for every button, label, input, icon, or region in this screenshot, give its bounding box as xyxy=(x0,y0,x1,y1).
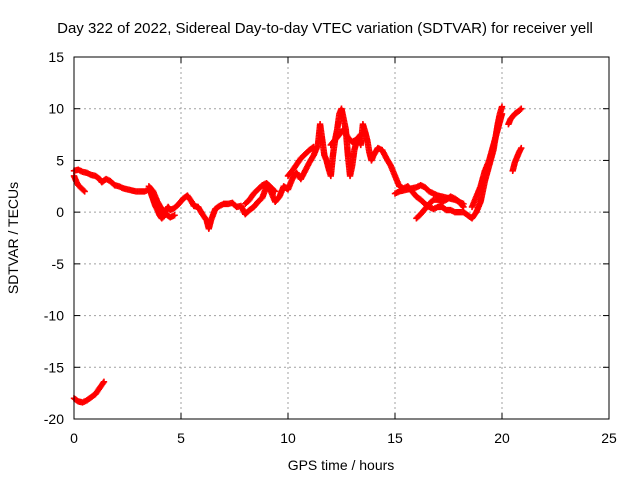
data-point xyxy=(498,110,506,118)
x-tick-label: 20 xyxy=(494,430,510,446)
y-tick-label: 5 xyxy=(56,152,64,168)
data-point xyxy=(99,379,107,387)
data-point xyxy=(81,188,88,195)
data-point xyxy=(270,187,278,194)
data-point xyxy=(518,105,525,112)
data-point xyxy=(356,132,364,139)
data-point xyxy=(518,144,525,152)
y-tick-label: -5 xyxy=(52,256,65,272)
data-point xyxy=(171,212,178,219)
y-tick-label: -15 xyxy=(44,359,64,375)
data-point xyxy=(498,103,506,110)
x-tick-label: 5 xyxy=(177,430,185,446)
data-point xyxy=(271,188,279,195)
x-tick-label: 25 xyxy=(601,430,617,446)
x-tick-label: 10 xyxy=(280,430,296,446)
chart-title: Day 322 of 2022, Sidereal Day-to-day VTE… xyxy=(57,20,593,37)
data-point xyxy=(80,187,87,194)
x-tick-label: 15 xyxy=(387,430,403,446)
data-point xyxy=(459,202,466,210)
x-axis-label: GPS time / hours xyxy=(288,457,395,473)
y-tick-label: 0 xyxy=(56,204,64,220)
plot-frame xyxy=(73,56,610,420)
x-tick-label: 0 xyxy=(70,430,78,446)
axis-ticks: 0 5 10 15 20 25 -20 -15 -10 -5 0 5 10 15 xyxy=(44,49,617,446)
data-point xyxy=(357,131,364,138)
data-point xyxy=(100,378,108,385)
y-tick-label: 15 xyxy=(48,49,64,65)
y-tick-label: -20 xyxy=(44,411,64,427)
y-axis-label: SDTVAR / TECUs xyxy=(5,182,21,294)
y-tick-label: -10 xyxy=(44,308,64,324)
y-tick-label: 10 xyxy=(48,101,64,117)
data-point xyxy=(310,143,317,151)
data-point xyxy=(460,203,467,211)
data-series xyxy=(70,103,525,406)
data-point xyxy=(516,106,524,113)
